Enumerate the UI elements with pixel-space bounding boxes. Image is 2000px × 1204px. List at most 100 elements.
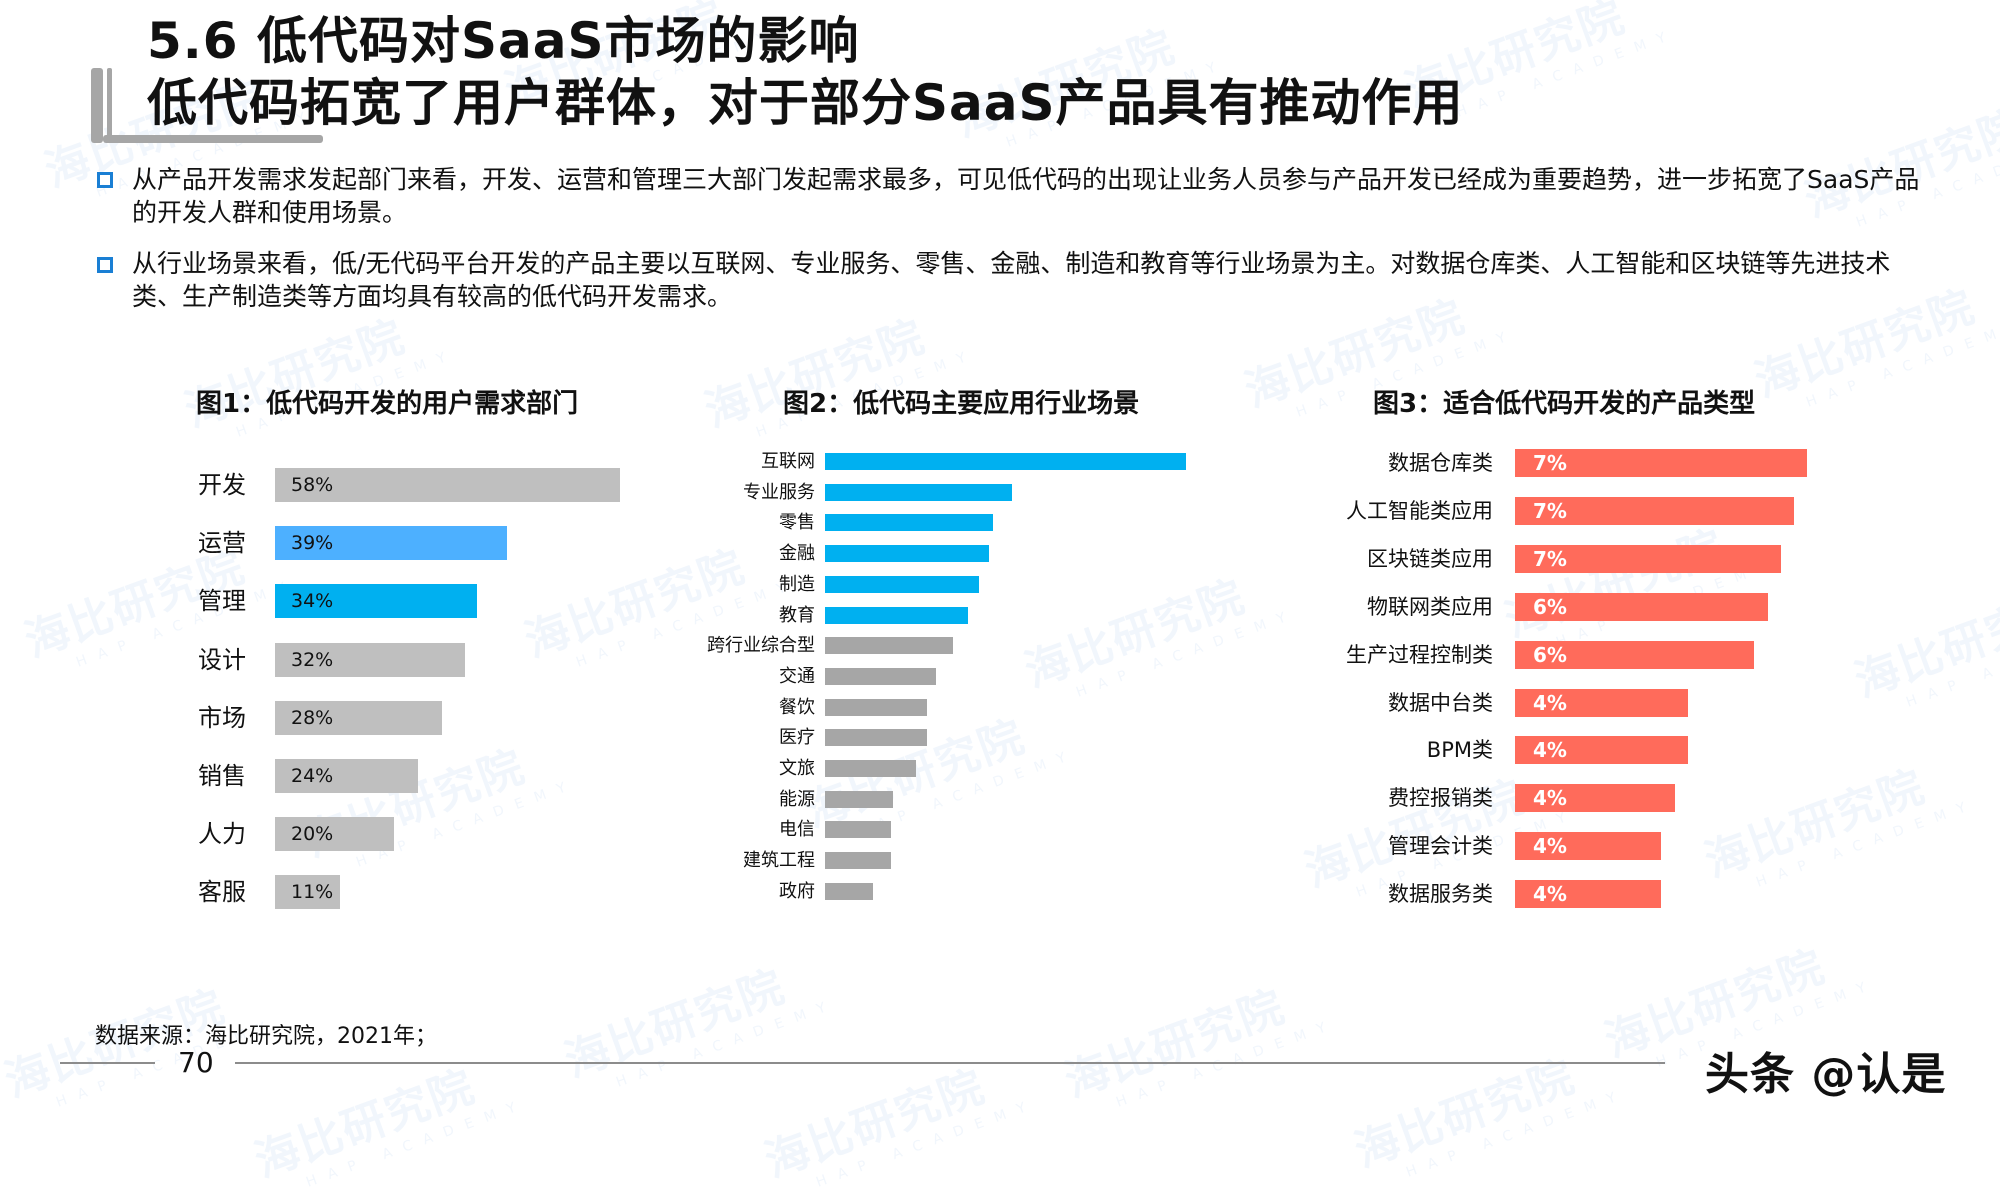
bar-value: 20%	[291, 823, 334, 845]
watermark-subtext: HAP ACADEMY	[574, 575, 800, 671]
bar	[825, 637, 953, 654]
bar: 6%	[1515, 593, 1768, 621]
bar	[825, 883, 873, 900]
bar-label: 人力	[198, 820, 246, 848]
bar-value: 32%	[291, 649, 334, 671]
watermark-subtext: HAP ACADEMY	[1904, 615, 2000, 711]
bar-label: 管理	[198, 587, 246, 615]
watermark-text: 海比研究院	[1498, 520, 1732, 648]
watermark-tile: 海比研究院 HAP ACADEMY	[755, 1036, 1040, 1204]
bar-label: 金融	[779, 543, 815, 564]
bar-value: 58%	[291, 474, 334, 496]
watermark-subtext: HAP ACADEMY	[614, 995, 840, 1091]
bar-label: 交通	[779, 666, 815, 687]
bar	[825, 607, 968, 624]
bar-value: 39%	[291, 532, 334, 554]
watermark-subtext: HAP ACADEMY	[1754, 795, 1980, 891]
bar-label: 文旅	[779, 758, 815, 779]
bar-label: BPM类	[1426, 738, 1493, 762]
bar: 4%	[1515, 689, 1688, 717]
bar-label: 运营	[198, 529, 246, 557]
watermark-tile: 海比研究院 HAP ACADEMY	[1345, 1026, 1629, 1195]
section-title: 5.6 低代码对SaaS市场的影响	[147, 12, 860, 70]
bar-label: 建筑工程	[743, 850, 815, 871]
title-decoration-underline	[103, 135, 323, 143]
bar-value: 4%	[1533, 834, 1567, 858]
bar: 7%	[1515, 497, 1794, 525]
bar-value: 7%	[1533, 547, 1567, 571]
watermark-text: 海比研究院	[1348, 1050, 1582, 1178]
watermark-tile: 海比研究院 HAP ACADEMY	[515, 516, 800, 685]
bar-label: 物联网类应用	[1367, 595, 1493, 619]
chart3-title: 图3：适合低代码开发的产品类型	[1373, 389, 1756, 419]
bar-label: 数据仓库类	[1388, 451, 1493, 475]
bar-value: 7%	[1533, 499, 1567, 523]
bar	[825, 791, 893, 808]
bar	[825, 576, 979, 593]
bullet-text-1: 从产品开发需求发起部门来看，开发、运营和管理三大部门发起需求最多，可见低代码的出…	[132, 165, 1920, 227]
bar-value: 6%	[1533, 643, 1567, 667]
bar: 20%	[275, 817, 394, 851]
bar: 4%	[1515, 784, 1675, 812]
bar-label: 数据服务类	[1388, 882, 1493, 906]
bar-label: 生产过程控制类	[1346, 643, 1493, 667]
watermark-subtext: HAP ACADEMY	[814, 1095, 1040, 1191]
chart1-title: 图1：低代码开发的用户需求部门	[196, 389, 579, 419]
watermark-text: 海比研究院	[1848, 580, 2000, 708]
bar	[825, 729, 927, 746]
bar-label: 零售	[779, 512, 815, 533]
bar: 24%	[275, 759, 418, 793]
footer-divider-left	[60, 1062, 155, 1064]
bar: 58%	[275, 468, 620, 502]
bar: 6%	[1515, 641, 1754, 669]
bar-label: 人工智能类应用	[1346, 499, 1493, 523]
bar-label: 客服	[198, 878, 246, 906]
bullet-text-2: 从行业场景来看，低/无代码平台开发的产品主要以互联网、专业服务、零售、金融、制造…	[132, 249, 1891, 311]
watermark-tile: 海比研究院 HAP ACADEMY	[1015, 546, 1300, 715]
bar	[825, 484, 1012, 501]
bar	[825, 514, 993, 531]
watermark-tile: 海比研究院 HAP ACADEMY	[295, 716, 579, 885]
bar-label: 电信	[779, 819, 815, 840]
bar-value: 24%	[291, 765, 334, 787]
credit-watermark: 头条 @认是	[1705, 1049, 1947, 1100]
bar-label: 政府	[779, 881, 815, 902]
bar	[825, 453, 1186, 470]
bar-label: 区块链类应用	[1367, 547, 1493, 571]
title-decoration-bar	[91, 68, 103, 143]
watermark-subtext: HAP ACADEMY	[74, 575, 300, 671]
bar: 7%	[1515, 545, 1781, 573]
bar-label: 费控报销类	[1388, 786, 1493, 810]
watermark-text: 海比研究院	[1698, 760, 1932, 888]
hollow-square-bullet-icon	[97, 172, 113, 188]
watermark-tile: 海比研究院 HAP ACADEMY	[1695, 736, 1980, 905]
bar: 28%	[275, 701, 442, 735]
watermark-subtext: HAP ACADEMY	[1074, 605, 1300, 701]
bar: 4%	[1515, 832, 1661, 860]
bar	[825, 699, 927, 716]
watermark-tile: 海比研究院 HAP ACADEMY	[555, 936, 840, 1105]
bar-label: 互联网	[761, 451, 815, 472]
bar	[825, 821, 891, 838]
bar-value: 34%	[291, 590, 334, 612]
bar: 39%	[275, 526, 507, 560]
watermark-text: 海比研究院	[1058, 980, 1292, 1108]
bar: 4%	[1515, 880, 1661, 908]
bar-label: 专业服务	[743, 482, 815, 503]
page-number: 70	[178, 1046, 214, 1079]
watermark-subtext: HAP ACADEMY	[304, 1095, 530, 1191]
watermark-subtext: HAP ACADEMY	[1454, 25, 1680, 121]
bar	[825, 852, 891, 869]
bar-label: 医疗	[779, 727, 815, 748]
watermark-text: 海比研究院	[248, 1060, 482, 1188]
bar-value: 11%	[291, 881, 334, 903]
watermark-tile: 海比研究院 HAP ACADEMY	[1055, 956, 1339, 1125]
bar-label: 销售	[198, 762, 246, 790]
bar-value: 6%	[1533, 595, 1567, 619]
bar-value: 4%	[1533, 738, 1567, 762]
bar-value: 4%	[1533, 882, 1567, 906]
bar-label: 管理会计类	[1388, 834, 1493, 858]
bar-label: 市场	[198, 704, 246, 732]
bar-label: 能源	[779, 789, 815, 810]
watermark-text: 海比研究院	[558, 960, 792, 1088]
